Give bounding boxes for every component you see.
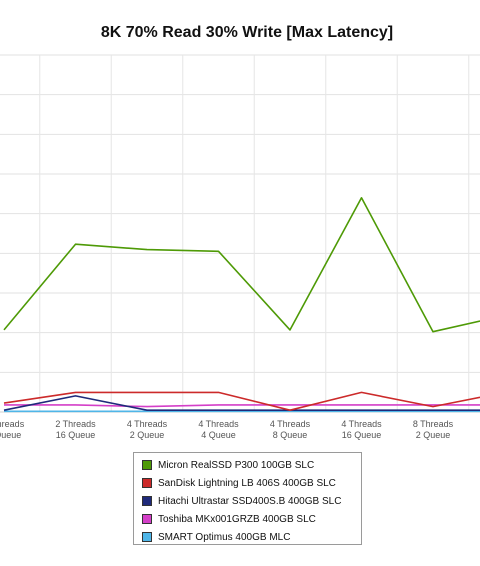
legend-swatch: [142, 514, 152, 524]
legend-item-smart: SMART Optimus 400GB MLC: [142, 530, 290, 544]
legend-label: SMART Optimus 400GB MLC: [158, 531, 291, 543]
x-tick-label: 16 Queue: [56, 430, 96, 440]
series-line-3: [4, 404, 480, 408]
legend: Micron RealSSD P300 100GB SLC SanDisk Li…: [133, 452, 362, 545]
x-tick-label: 16 Queue: [342, 430, 382, 440]
legend-item-micron: Micron RealSSD P300 100GB SLC: [142, 458, 314, 472]
series-lines: [3, 197, 480, 413]
legend-label: SanDisk Lightning LB 406S 400GB SLC: [158, 477, 336, 489]
series-line-0: [3, 197, 480, 333]
legend-item-toshiba: Toshiba MKx001GRZB 400GB SLC: [142, 512, 316, 526]
series-line-1: [3, 391, 480, 412]
series-line-2: [3, 395, 480, 412]
legend-swatch: [142, 460, 152, 470]
legend-label: Micron RealSSD P300 100GB SLC: [158, 459, 315, 471]
legend-label: Hitachi Ultrastar SSD400S.B 400GB SLC: [158, 495, 342, 507]
legend-swatch: [142, 478, 152, 488]
x-tick-label: 4 Threads: [127, 419, 168, 429]
legend-label: Toshiba MKx001GRZB 400GB SLC: [158, 513, 316, 525]
x-tick-label: 2 Queue: [130, 430, 165, 440]
x-tick-label: 2 Queue: [416, 430, 451, 440]
legend-item-sandisk: SanDisk Lightning LB 406S 400GB SLC: [142, 476, 336, 490]
x-tick-label: 8 Queue: [273, 430, 308, 440]
x-tick-label: 4 Threads: [341, 419, 382, 429]
legend-swatch: [142, 496, 152, 506]
x-tick-label: 8 Queue: [0, 430, 21, 440]
legend-item-hitachi: Hitachi Ultrastar SSD400S.B 400GB SLC: [142, 494, 341, 508]
chart-title: 8K 70% Read 30% Write [Max Latency]: [101, 24, 393, 41]
x-tick-label: 4 Threads: [198, 419, 239, 429]
x-tick-label: 4 Threads: [270, 419, 311, 429]
x-tick-label: 4 Queue: [201, 430, 236, 440]
x-tick-label: 2 Threads: [0, 419, 25, 429]
x-tick-label: 8 Threads: [413, 419, 454, 429]
grid: [0, 54, 480, 413]
legend-swatch: [142, 532, 152, 542]
x-tick-label: 2 Threads: [55, 419, 96, 429]
